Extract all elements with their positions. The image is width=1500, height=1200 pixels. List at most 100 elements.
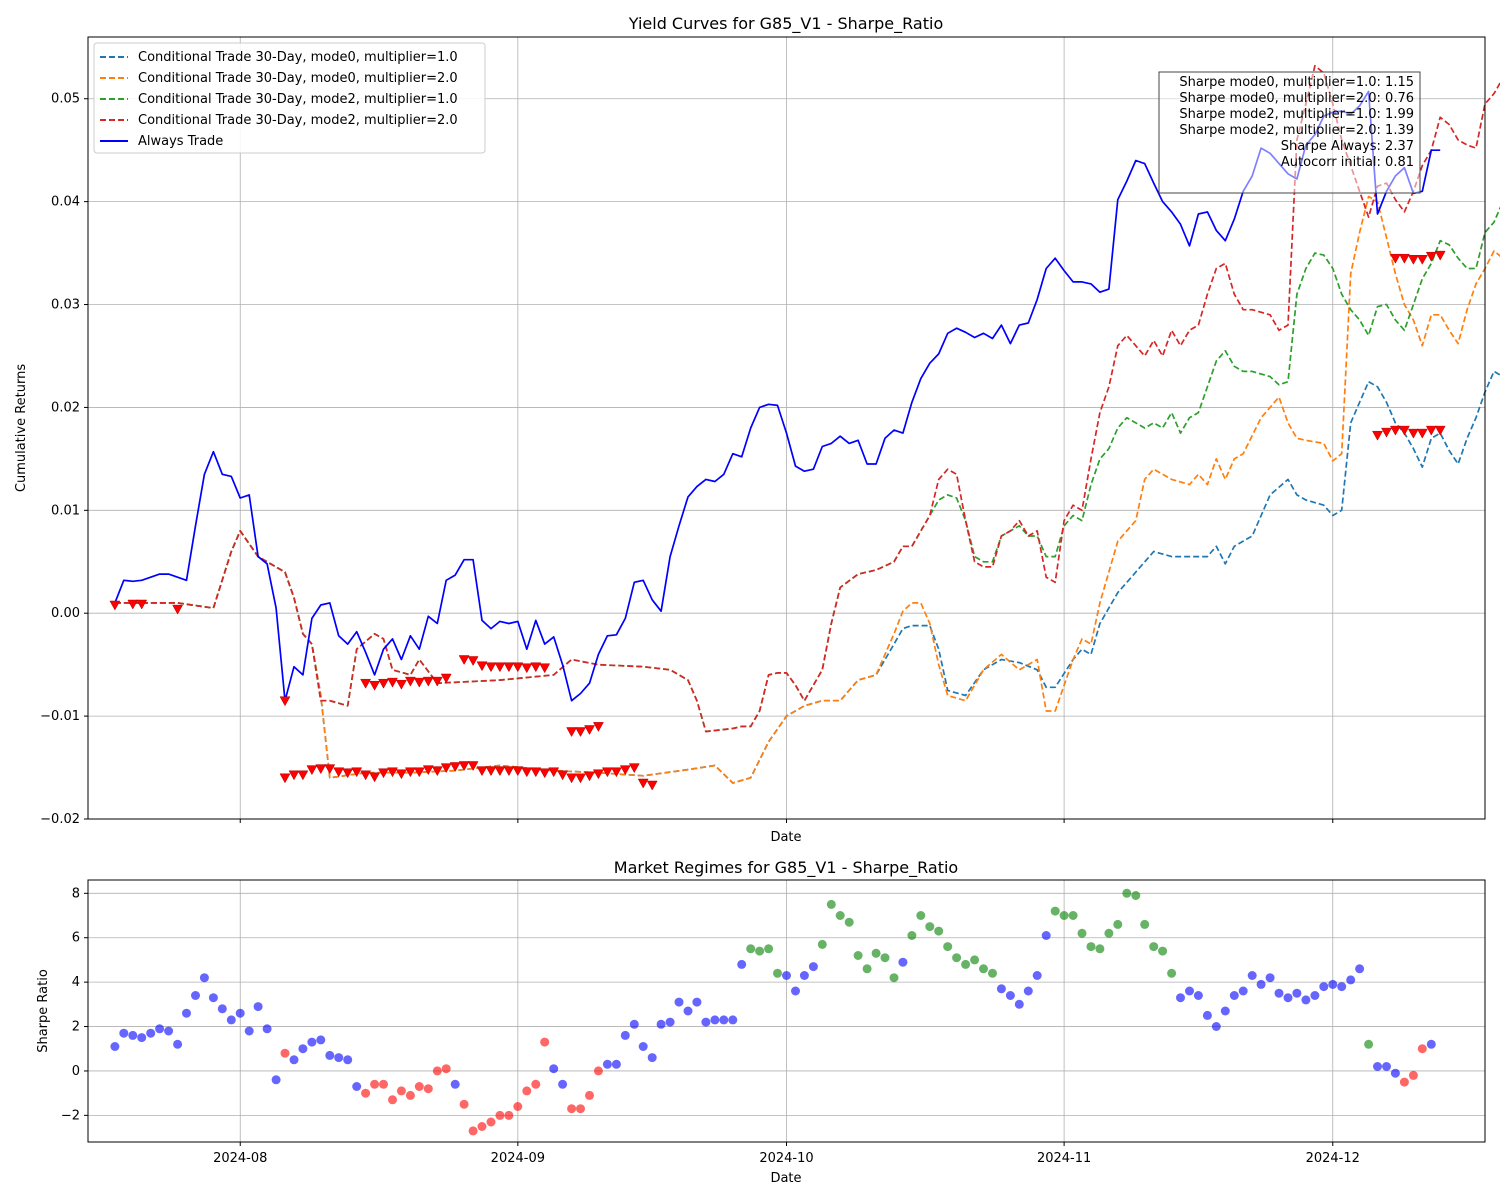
sell-marker xyxy=(584,725,595,736)
annotation-line: Sharpe Always: 2.37 xyxy=(1281,139,1414,154)
regime-point-red xyxy=(540,1037,550,1047)
regime-point-blue xyxy=(1328,979,1338,989)
sell-marker xyxy=(458,761,470,772)
top-y-tick-label: 0.04 xyxy=(51,195,80,210)
sell-marker xyxy=(494,662,506,673)
regime-point-blue xyxy=(217,1004,227,1014)
annotation-line: Sharpe mode0, multiplier=1.0: 1.15 xyxy=(1179,75,1414,90)
regime-point-green xyxy=(988,968,997,978)
annotation-line: Sharpe mode0, multiplier=2.0: 0.76 xyxy=(1179,91,1414,106)
top-y-tick-label: 0.00 xyxy=(51,606,80,621)
regime-point-red xyxy=(593,1066,603,1076)
regime-point-blue xyxy=(1319,982,1329,992)
legend-entry-mode2-m2: Conditional Trade 30-Day, mode2, multipl… xyxy=(100,113,458,128)
regime-point-blue xyxy=(665,1017,675,1027)
sell-marker xyxy=(637,778,649,789)
regime-point-red xyxy=(370,1079,380,1089)
sell-marker xyxy=(530,662,542,673)
regime-point-green xyxy=(1140,919,1150,929)
regime-point-red xyxy=(379,1079,388,1089)
regime-point-green xyxy=(880,953,890,963)
bottom-chart-title: Market Regimes for G85_V1 - Sharpe_Ratio xyxy=(614,858,958,878)
regime-point-green xyxy=(1113,919,1123,929)
regime-point-blue xyxy=(235,1008,245,1018)
regime-point-blue xyxy=(996,984,1006,994)
sell-marker xyxy=(1389,253,1401,264)
regime-point-blue xyxy=(1229,991,1239,1000)
sell-marker xyxy=(467,656,479,667)
regime-point-green xyxy=(844,917,854,927)
legend-entry-mode0-m1: Conditional Trade 30-Day, mode0, multipl… xyxy=(100,50,458,65)
sell-marker xyxy=(521,663,533,674)
svg-text:Conditional Trade 30-Day, mode: Conditional Trade 30-Day, mode2, multipl… xyxy=(138,92,458,107)
bottom-y-tick-label: 8 xyxy=(72,886,80,901)
regime-point-blue xyxy=(1337,982,1347,992)
regime-point-red xyxy=(280,1048,290,1058)
regime-point-blue xyxy=(1005,991,1015,1000)
regime-point-red xyxy=(432,1066,442,1076)
regime-point-blue xyxy=(110,1042,120,1051)
top-y-tick-label: 0.01 xyxy=(51,503,80,518)
sell-marker xyxy=(566,727,578,738)
series-line-2 xyxy=(114,195,1500,784)
sell-marker xyxy=(413,767,425,778)
regime-point-green xyxy=(817,939,827,949)
regime-point-blue xyxy=(602,1059,612,1069)
sell-marker xyxy=(646,780,658,791)
sell-marker xyxy=(279,773,291,784)
regime-point-green xyxy=(862,964,872,974)
regime-point-green xyxy=(853,951,863,960)
regime-point-blue xyxy=(1014,999,1024,1009)
bottom-y-tick-label: 2 xyxy=(72,1020,80,1035)
regime-point-red xyxy=(396,1086,406,1096)
regime-point-blue xyxy=(1346,975,1356,985)
regime-point-blue xyxy=(1238,986,1248,996)
regime-point-red xyxy=(468,1126,478,1136)
regime-point-blue xyxy=(558,1079,568,1089)
regime-point-blue xyxy=(316,1035,326,1045)
regime-point-red xyxy=(1408,1070,1418,1080)
bottom-x-ticks: 2024-08 2024-09 2024-10 2024-11 2024-12 xyxy=(213,1142,1360,1166)
sell-marker xyxy=(512,766,524,777)
sell-marker xyxy=(1434,425,1446,436)
sell-marker xyxy=(619,765,631,776)
regime-point-blue xyxy=(208,993,218,1003)
regime-point-green xyxy=(773,968,782,978)
regime-point-green xyxy=(1086,942,1096,952)
sell-marker xyxy=(360,678,372,689)
sell-marker xyxy=(1425,425,1437,436)
sell-marker xyxy=(440,673,452,684)
top-x-axis-label: Date xyxy=(770,830,801,845)
sell-marker xyxy=(431,766,443,777)
regime-point-blue xyxy=(1373,1062,1382,1071)
sell-marker xyxy=(422,765,434,776)
svg-text:Conditional Trade 30-Day, mode: Conditional Trade 30-Day, mode0, multipl… xyxy=(138,71,458,86)
regime-point-green xyxy=(835,911,845,920)
regime-point-green xyxy=(979,964,988,974)
bottom-grid xyxy=(88,880,1485,1142)
sell-marker xyxy=(539,663,551,674)
top-x-ticks xyxy=(239,819,1334,823)
regime-point-blue xyxy=(656,1019,666,1029)
svg-text:Conditional Trade 30-Day, mode: Conditional Trade 30-Day, mode2, multipl… xyxy=(138,113,458,128)
sell-marker xyxy=(136,599,148,610)
bottom-y-tick-label: 4 xyxy=(72,975,80,990)
regime-point-blue xyxy=(164,1026,174,1036)
sell-marker xyxy=(566,773,578,784)
regime-point-blue xyxy=(450,1079,460,1089)
regime-point-blue xyxy=(191,991,200,1000)
regime-point-blue xyxy=(182,1008,191,1018)
annotation-line: Sharpe mode2, multiplier=2.0: 1.39 xyxy=(1179,123,1414,138)
regime-point-blue xyxy=(1247,971,1257,980)
sell-marker xyxy=(387,677,398,688)
legend-entry-mode0-m2: Conditional Trade 30-Day, mode0, multipl… xyxy=(100,71,458,86)
sharpe-annotation-box: Sharpe mode0, multiplier=1.0: 1.15 Sharp… xyxy=(1158,71,1421,194)
regime-point-green xyxy=(889,973,899,983)
regime-point-red xyxy=(585,1090,594,1100)
bottom-y-axis-label: Sharpe Ratio xyxy=(36,969,51,1053)
top-chart-title: Yield Curves for G85_V1 - Sharpe_Ratio xyxy=(628,14,943,34)
regime-point-blue xyxy=(1274,988,1284,998)
sell-marker xyxy=(351,767,363,778)
regime-point-blue xyxy=(1283,993,1293,1003)
regime-point-blue xyxy=(1256,979,1266,989)
